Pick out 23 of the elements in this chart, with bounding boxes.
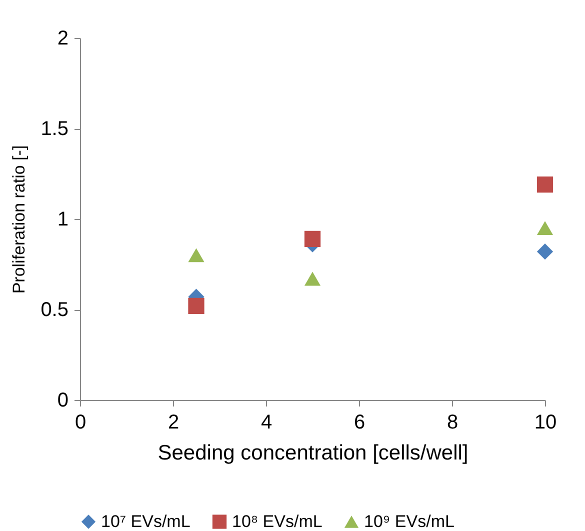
point xyxy=(188,248,204,262)
legend-label: 10⁹ EVs/mL xyxy=(364,512,454,531)
legend-label: 10⁷ EVs/mL xyxy=(101,512,190,531)
point xyxy=(536,244,554,260)
y-tick-label: 0 xyxy=(57,390,68,412)
y-tick-label: 1.5 xyxy=(40,118,68,140)
y-tick-label: 1 xyxy=(57,208,68,230)
y-tick-label: 2 xyxy=(57,28,68,50)
legend-label: 10⁸ EVs/mL xyxy=(232,512,322,531)
y-axis-title: Proliferation ratio [-] xyxy=(10,145,29,294)
x-tick-label: 8 xyxy=(446,412,458,434)
x-tick-label: 0 xyxy=(74,412,86,434)
x-tick-label: 4 xyxy=(260,412,272,434)
point xyxy=(188,298,204,314)
point xyxy=(536,221,554,236)
x-tick-label: 10 xyxy=(534,412,557,434)
x-tick-label: 6 xyxy=(354,412,366,434)
point xyxy=(304,230,321,247)
x-axis-title: Seeding concentration [cells/well] xyxy=(158,442,468,464)
point xyxy=(536,176,554,193)
point xyxy=(304,272,321,286)
x-tick-label: 2 xyxy=(168,412,180,434)
y-tick-label: 0.5 xyxy=(40,299,68,321)
